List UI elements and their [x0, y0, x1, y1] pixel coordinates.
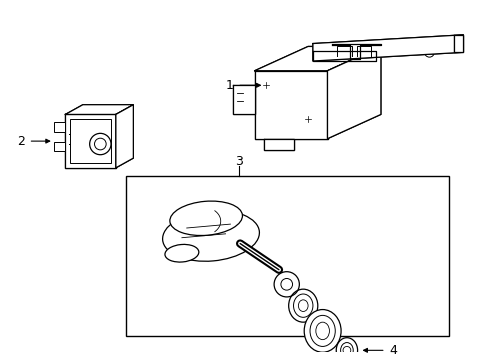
Text: 3: 3: [234, 154, 242, 167]
FancyBboxPatch shape: [54, 122, 65, 132]
Circle shape: [274, 272, 299, 297]
Polygon shape: [65, 114, 116, 168]
Ellipse shape: [304, 310, 341, 352]
Ellipse shape: [315, 322, 329, 339]
Ellipse shape: [163, 210, 259, 261]
Text: 2: 2: [17, 135, 24, 148]
Ellipse shape: [298, 300, 307, 311]
Text: 4: 4: [389, 344, 397, 357]
Ellipse shape: [288, 289, 317, 322]
Polygon shape: [312, 35, 463, 61]
Polygon shape: [327, 46, 380, 139]
Ellipse shape: [336, 338, 357, 360]
Circle shape: [89, 133, 111, 155]
Ellipse shape: [309, 315, 335, 346]
Text: 1: 1: [225, 79, 233, 92]
Ellipse shape: [340, 343, 352, 358]
Polygon shape: [116, 105, 133, 168]
Ellipse shape: [164, 244, 199, 262]
Polygon shape: [254, 46, 380, 71]
Polygon shape: [453, 35, 463, 52]
Polygon shape: [65, 105, 133, 114]
Polygon shape: [233, 85, 254, 114]
Polygon shape: [254, 71, 327, 139]
Ellipse shape: [169, 201, 242, 235]
Ellipse shape: [293, 294, 312, 317]
FancyBboxPatch shape: [125, 176, 448, 336]
FancyBboxPatch shape: [54, 141, 65, 151]
FancyBboxPatch shape: [70, 119, 111, 163]
Polygon shape: [264, 139, 293, 150]
